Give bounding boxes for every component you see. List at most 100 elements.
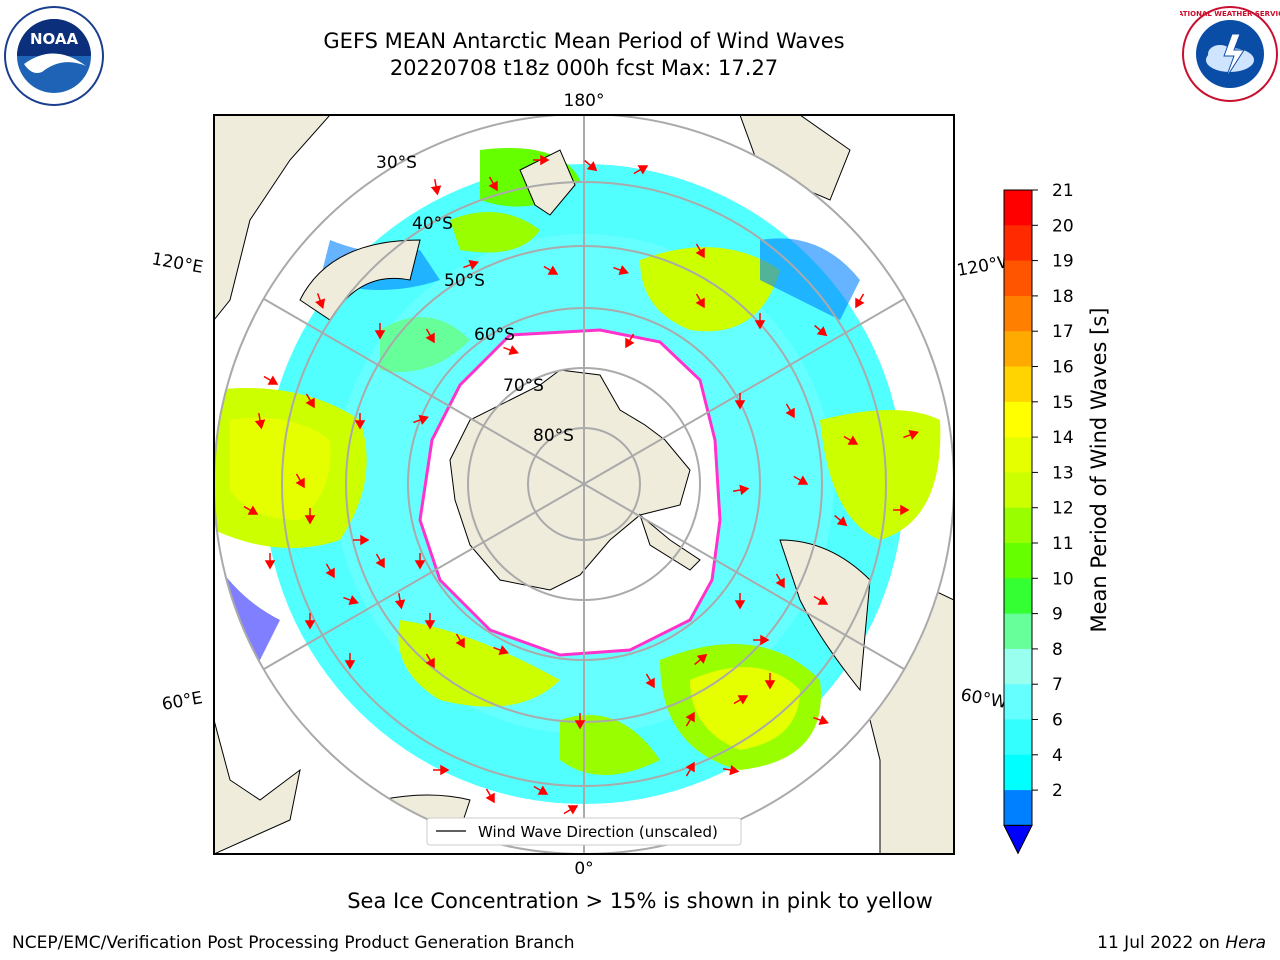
wave-direction-arrow: [503, 345, 519, 356]
colorbar-tick-label: 10: [1052, 569, 1074, 589]
colorbar-tick-label: 15: [1052, 393, 1074, 413]
colorbar-tick-label: 17: [1052, 322, 1074, 342]
wave-direction-arrow: [785, 403, 795, 419]
wave-direction-arrow: [305, 393, 315, 409]
colorbar-segment: [1004, 437, 1032, 473]
graticule: [214, 115, 954, 854]
wave-direction-arrow: [430, 178, 442, 196]
nws-ring-text: NATIONAL WEATHER SERVICE: [1180, 10, 1280, 18]
colorbar-tick-label: 12: [1052, 499, 1074, 519]
wave-direction-arrows: [243, 154, 919, 815]
parallel-label-70s: 70°S: [503, 376, 544, 396]
wave-direction-arrow: [855, 293, 865, 309]
legend-label: Wind Wave Direction (unscaled): [478, 823, 718, 841]
wave-direction-arrow: [814, 324, 828, 337]
wave-direction-arrow: [243, 505, 259, 515]
meridian-label-60w: 60°W: [959, 685, 1009, 713]
wave-direction-arrow: [413, 414, 429, 425]
wave-direction-arrow: [613, 265, 629, 276]
wave-direction-arrow: [695, 293, 705, 309]
colorbar-tick-label: 19: [1052, 252, 1074, 272]
colorbar: 21 20 19 18 17 16 15 14 13 12 11 10 9 8 7 6 4 2: [1003, 181, 1074, 855]
wave-direction-arrow: [754, 313, 766, 330]
wave-direction-arrow: [353, 534, 370, 546]
wave-direction-arrow: [263, 375, 279, 385]
colorbar-segment: [1004, 260, 1032, 297]
wave-direction-arrow: [315, 293, 326, 309]
colorbar-tick-label: 2: [1052, 781, 1063, 801]
colorbar-tick-label: 18: [1052, 287, 1074, 307]
wave-direction-arrow: [343, 595, 359, 606]
wave-direction-arrow: [764, 673, 776, 690]
wave-direction-arrow: [893, 504, 910, 516]
wave-direction-arrow: [344, 653, 356, 670]
wave-direction-arrow: [493, 645, 509, 656]
meridian-label-60e: 60°E: [160, 688, 204, 715]
meridian-label-120e: 120°E: [150, 249, 204, 278]
wave-direction-arrow: [645, 673, 655, 689]
wave-direction-arrow: [455, 633, 465, 649]
wave-direction-arrow: [625, 333, 635, 349]
colorbar-tick-label: 4: [1052, 746, 1063, 766]
colorbar-segment: [1004, 190, 1032, 226]
colorbar-extend-arrow: [1003, 824, 1033, 855]
meridian-label-0: 0°: [574, 859, 593, 879]
land-outside: [214, 115, 954, 854]
wave-direction-arrow: [543, 265, 559, 275]
wave-direction-arrow: [903, 429, 919, 440]
colorbar-tick-label: 11: [1052, 534, 1074, 554]
parallel-label-60s: 60°S: [474, 325, 515, 345]
wave-direction-arrow: [733, 695, 749, 705]
wave-direction-arrow: [264, 553, 276, 570]
colorbar-segment: [1004, 295, 1032, 332]
wave-direction-arrow: [753, 634, 770, 646]
wave-direction-arrow: [304, 508, 316, 525]
parallel-label-80s: 80°S: [533, 426, 574, 446]
wave-direction-arrow: [834, 514, 848, 527]
meridian-label-180: 180°: [564, 91, 605, 111]
colorbar-segment: [1004, 684, 1032, 720]
noaa-logo-text: NOAA: [30, 30, 79, 48]
wave-direction-arrow: [254, 412, 266, 430]
wave-direction-arrow: [295, 473, 305, 489]
wave-direction-arrow: [775, 573, 785, 589]
noaa-logo: NOAA: [2, 4, 106, 112]
wave-direction-arrow: [374, 323, 386, 340]
wave-direction-arrow: [304, 613, 316, 630]
antarctica: [449, 369, 701, 591]
wave-direction-arrow: [533, 785, 549, 795]
colorbar-segment: [1004, 331, 1032, 367]
wave-direction-arrow: [584, 159, 598, 172]
wave-direction-arrow: [695, 243, 705, 259]
parallel-label-50s: 50°S: [444, 271, 485, 291]
wave-direction-arrow: [813, 715, 829, 726]
colorbar-tick-label: 14: [1052, 428, 1074, 448]
wave-direction-arrow: [425, 653, 435, 669]
wave-direction-arrow: [414, 553, 426, 570]
colorbar-tick-label: 6: [1052, 711, 1063, 731]
wave-direction-arrow: [574, 713, 586, 730]
chart-title: GEFS MEAN Antarctic Mean Period of Wind …: [323, 29, 845, 53]
colorbar-segment: [1004, 225, 1032, 262]
colorbar-segment: [1004, 472, 1032, 509]
sea-ice-note: Sea Ice Concentration > 15% is shown in …: [347, 889, 933, 913]
wave-direction-arrow: [732, 484, 750, 496]
nws-logo: NATIONAL WEATHER SERVICE: [1172, 4, 1280, 108]
wave-direction-arrow: [793, 475, 809, 485]
wave-direction-arrow: [433, 764, 450, 776]
map-legend: Wind Wave Direction (unscaled): [426, 817, 742, 846]
wave-direction-arrow: [813, 595, 829, 605]
wave-direction-arrow: [463, 259, 479, 270]
colorbar-tick-label: 9: [1052, 605, 1063, 625]
footer-date-text: 11 Jul 2022 on: [1097, 933, 1226, 953]
wave-direction-arrow: [425, 328, 435, 344]
wave-direction-arrow: [685, 761, 695, 777]
footer-host: Hera: [1225, 933, 1266, 953]
colorbar-segment: [1004, 719, 1032, 756]
colorbar-segment: [1004, 578, 1032, 615]
colorbar-segment: [1004, 790, 1032, 826]
wave-direction-arrow: [734, 393, 746, 410]
wave-direction-arrow: [843, 435, 859, 445]
wave-direction-arrow: [685, 711, 695, 727]
